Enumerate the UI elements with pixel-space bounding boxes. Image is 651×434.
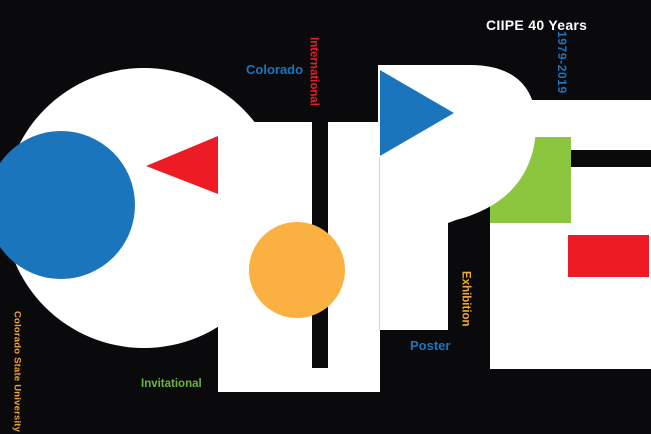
- word-invitational: Invitational: [141, 378, 202, 390]
- yellow-circle: [249, 222, 345, 318]
- poster-title: CIIPE 40 Years: [486, 17, 588, 33]
- word-poster: Poster: [410, 338, 451, 353]
- e-notch-bar: [571, 150, 651, 167]
- blue-circle: [0, 131, 135, 279]
- red-triangle: [146, 136, 218, 194]
- blue-triangle: [380, 70, 454, 156]
- word-exhibition: Exhibition: [459, 271, 472, 327]
- red-rectangle: [568, 235, 649, 277]
- word-colorado: Colorado: [246, 62, 304, 77]
- years-label: 1979-2019: [555, 31, 569, 94]
- university-label: Colorado State University: [11, 311, 23, 433]
- word-international: International: [307, 37, 320, 107]
